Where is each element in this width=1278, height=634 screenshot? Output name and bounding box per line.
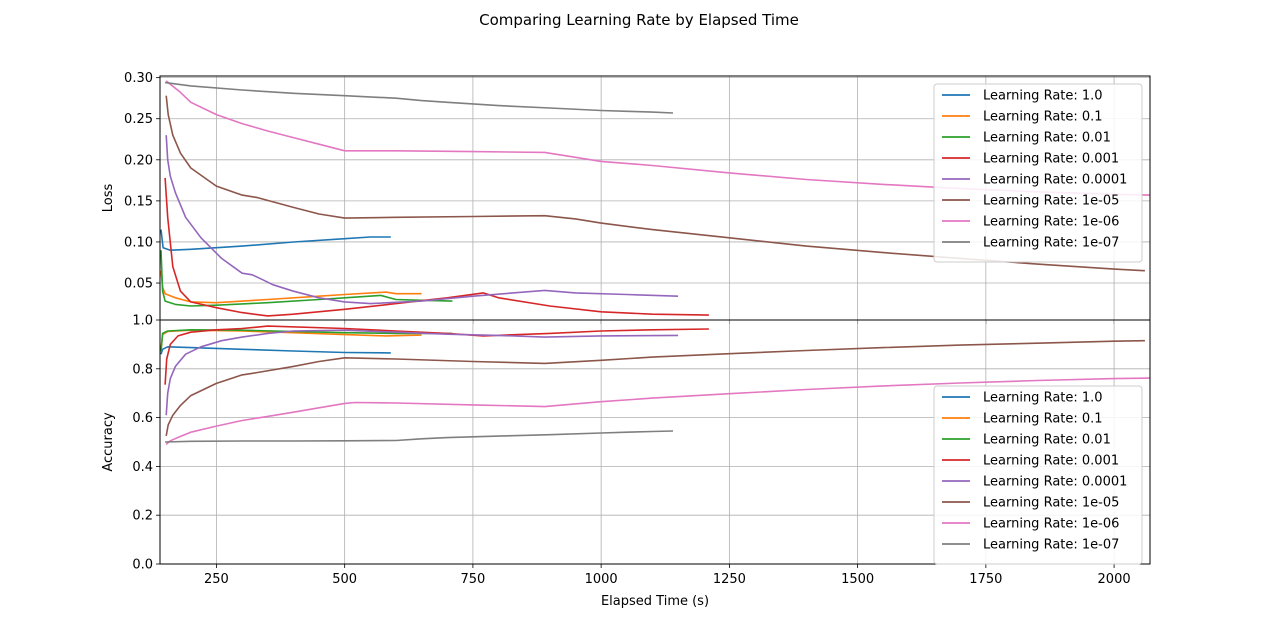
- loss-panel: 0.05 0.10 0.15 0.20 0.25 0.30 Loss Learning Rat…: [101, 71, 1151, 324]
- x-axis-label: Elapsed Time (s): [601, 594, 709, 609]
- series-line-7: [164, 81, 674, 114]
- series-line-2: [160, 250, 453, 307]
- legend-box: [933, 83, 1143, 263]
- legend-label-6: Learning Rate: 1e-06: [983, 517, 1119, 532]
- x-tick-label: 1000: [585, 572, 618, 587]
- y-tick-label: 0.2: [132, 509, 153, 524]
- y-tick-label: 0.6: [132, 411, 153, 426]
- series-line-3: [164, 325, 709, 385]
- figure-title: Comparing Learning Rate by Elapsed Time: [479, 11, 799, 29]
- legend-label-1: Learning Rate: 0.1: [983, 412, 1103, 427]
- y-tick-label: 1.0: [132, 314, 153, 329]
- legend-label-5: Learning Rate: 1e-05: [983, 194, 1119, 209]
- plot-frame: [159, 319, 1151, 565]
- x-tick-label: 2000: [1098, 572, 1131, 587]
- series-line-6: [165, 80, 1150, 196]
- legend-label-2: Learning Rate: 0.01: [983, 433, 1111, 448]
- legend-label-3: Learning Rate: 0.001: [983, 152, 1119, 167]
- x-tick-label: 1750: [969, 572, 1002, 587]
- y-axis-label: Accuracy: [101, 412, 116, 472]
- series-line-0: [160, 229, 391, 251]
- legend-label-6: Learning Rate: 1e-06: [983, 215, 1119, 230]
- series-line-4: [165, 329, 679, 416]
- legend-label-0: Learning Rate: 1.0: [983, 89, 1103, 104]
- series-lines: [160, 80, 1150, 317]
- y-tick-label: 0.25: [124, 112, 153, 127]
- series-lines: [160, 325, 1150, 446]
- legend-label-4: Learning Rate: 0.0001: [983, 173, 1127, 188]
- legend: Learning Rate: 1.0 Learning Rate: 0.1 Lear…: [933, 385, 1143, 565]
- series-line-6: [165, 377, 1150, 446]
- series-line-7: [165, 430, 674, 443]
- legend-label-1: Learning Rate: 0.1: [983, 110, 1103, 125]
- y-tick-label: 0.4: [132, 460, 153, 475]
- legend-label-7: Learning Rate: 1e-07: [983, 236, 1119, 251]
- y-tick-label: 0.8: [132, 362, 153, 377]
- legend: Learning Rate: 1.0 Learning Rate: 0.1 Lear…: [933, 83, 1143, 263]
- x-tick-label: 500: [332, 572, 357, 587]
- series-line-4: [165, 135, 679, 305]
- y-tick-label: 0.15: [124, 194, 153, 209]
- legend-label-7: Learning Rate: 1e-07: [983, 538, 1119, 553]
- x-tick-label: 750: [460, 572, 485, 587]
- legend-label-3: Learning Rate: 0.001: [983, 454, 1119, 469]
- series-line-2: [160, 328, 453, 352]
- series-line-5: [165, 339, 1145, 437]
- y-tick-label: 0.05: [124, 277, 153, 292]
- series-line-0: [160, 345, 391, 355]
- y-tick-label: 0.20: [124, 153, 153, 168]
- legend-label-0: Learning Rate: 1.0: [983, 391, 1103, 406]
- legend-label-5: Learning Rate: 1e-05: [983, 496, 1119, 511]
- series-line-1: [160, 270, 422, 304]
- y-axis-label: Loss: [101, 184, 116, 213]
- y-tick-label: 0.0: [132, 558, 153, 573]
- x-tick-label: 1250: [713, 572, 746, 587]
- accuracy-panel: 0.0 0.2 0.4 0.6 0.8 1.0 250 500 750 1000 1250 1500 1…: [101, 314, 1151, 609]
- series-line-3: [164, 177, 709, 317]
- series-line-5: [165, 95, 1145, 272]
- legend-label-2: Learning Rate: 0.01: [983, 131, 1111, 146]
- x-tick-label: 250: [204, 572, 229, 587]
- legend-label-4: Learning Rate: 0.0001: [983, 475, 1127, 490]
- x-tick-label: 1500: [841, 572, 874, 587]
- legend-box: [933, 385, 1143, 565]
- y-tick-label: 0.30: [124, 71, 153, 86]
- y-tick-label: 0.10: [124, 235, 153, 250]
